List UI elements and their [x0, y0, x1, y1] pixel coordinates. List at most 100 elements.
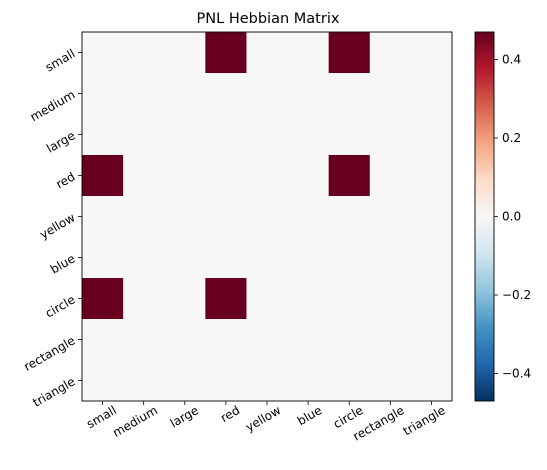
heatmap-cell: [287, 278, 330, 320]
x-tick-label: triangle: [401, 403, 448, 438]
y-tick-label: large: [44, 128, 77, 155]
heatmap-cell: [287, 114, 330, 156]
heatmap-cell: [246, 155, 288, 197]
heatmap-cell: [164, 196, 206, 238]
colorbar-tick-label: 0.0: [502, 210, 521, 224]
heatmap-cell: [164, 32, 206, 74]
heatmap-cell: [287, 319, 330, 361]
y-tick-label: small: [43, 46, 78, 74]
heatmap-cell: [287, 237, 330, 279]
heatmap-cell: [82, 155, 124, 197]
heatmap-cell: [410, 196, 453, 238]
heatmap-cell: [82, 32, 124, 74]
heatmap-cell: [164, 237, 206, 279]
heatmap-cell: [82, 360, 124, 402]
heatmap-cell: [123, 196, 165, 238]
heatmap-cell: [82, 278, 124, 320]
x-tick-label: medium: [110, 403, 160, 440]
heatmap-cell: [287, 32, 330, 74]
x-tick-label: red: [218, 403, 242, 425]
heatmap-cell: [328, 114, 371, 156]
heatmap-cell: [123, 237, 165, 279]
y-tick-label: rectangle: [21, 333, 77, 373]
y-tick-label: medium: [28, 87, 78, 124]
y-axis: small medium large red yellow blue circle recta…: [21, 46, 82, 410]
heatmap-cell: [328, 32, 371, 74]
heatmap-cell: [328, 155, 371, 197]
heatmap-cell: [410, 155, 453, 197]
heatmap-cell: [123, 155, 165, 197]
heatmap-cell: [369, 237, 412, 279]
heatmap-cell: [369, 73, 412, 115]
heatmap-cell: [82, 319, 124, 361]
heatmap-cell: [410, 278, 453, 320]
heatmap-cell: [246, 196, 288, 238]
heatmap-cell: [410, 32, 453, 74]
heatmap-cell: [246, 114, 288, 156]
heatmap-cell: [328, 73, 371, 115]
colorbar-tick-label: 0.4: [502, 52, 521, 66]
heatmap-cell: [246, 319, 288, 361]
heatmap-cell: [123, 114, 165, 156]
y-tick-label: red: [53, 169, 77, 191]
heatmap-cell: [82, 196, 124, 238]
heatmap-cells: [82, 32, 453, 402]
heatmap-cell: [205, 32, 247, 74]
colorbar-tick-label: 0.2: [502, 131, 521, 145]
heatmap-cell: [328, 360, 371, 402]
colorbar-ticks: 0.4 0.2 0.0 −0.2 −0.4: [494, 52, 531, 381]
heatmap-cell: [410, 114, 453, 156]
x-tick-label: blue: [295, 403, 324, 428]
heatmap-cell: [328, 196, 371, 238]
heatmap-cell: [369, 114, 412, 156]
heatmap-cell: [164, 155, 206, 197]
heatmap-cell: [410, 237, 453, 279]
colorbar-tick-label: −0.4: [502, 367, 531, 381]
x-tick-label: yellow: [243, 403, 283, 434]
heatmap-cell: [205, 360, 247, 402]
heatmap-cell: [369, 319, 412, 361]
heatmap-cell: [328, 237, 371, 279]
heatmap-cell: [205, 155, 247, 197]
heatmap-cell: [123, 319, 165, 361]
heatmap-cell: [123, 32, 165, 74]
heatmap-cell: [246, 237, 288, 279]
heatmap-cell: [246, 278, 288, 320]
heatmap-cell: [164, 360, 206, 402]
x-tick-label: large: [168, 403, 201, 430]
heatmap-cell: [82, 73, 124, 115]
heatmap-cell: [205, 278, 247, 320]
y-tick-label: triangle: [30, 374, 77, 409]
heatmap-cell: [369, 155, 412, 197]
heatmap-cell: [369, 360, 412, 402]
heatmap-cell: [164, 319, 206, 361]
y-tick-label: yellow: [37, 210, 77, 241]
colorbar: [474, 31, 495, 402]
heatmap-cell: [205, 319, 247, 361]
colorbar-tick-label: −0.2: [502, 288, 531, 302]
y-tick-label: circle: [43, 292, 78, 320]
heatmap-cell: [205, 237, 247, 279]
heatmap-cell: [123, 278, 165, 320]
heatmap-cell: [246, 73, 288, 115]
heatmap-cell: [410, 319, 453, 361]
heatmap-cell: [164, 73, 206, 115]
heatmap-cell: [287, 360, 330, 402]
y-tick-label: blue: [48, 251, 77, 276]
heatmap-cell: [287, 73, 330, 115]
heatmap-cell: [246, 360, 288, 402]
heatmap-cell: [328, 319, 371, 361]
heatmap-cell: [328, 278, 371, 320]
heatmap-cell: [164, 114, 206, 156]
heatmap-cell: [369, 196, 412, 238]
heatmap-cell: [369, 32, 412, 74]
heatmap-cell: [82, 114, 124, 156]
heatmap-cell: [287, 196, 330, 238]
heatmap-cell: [205, 114, 247, 156]
heatmap-cell: [410, 360, 453, 402]
heatmap-cell: [287, 155, 330, 197]
heatmap-cell: [205, 73, 247, 115]
heatmap-cell: [82, 237, 124, 279]
